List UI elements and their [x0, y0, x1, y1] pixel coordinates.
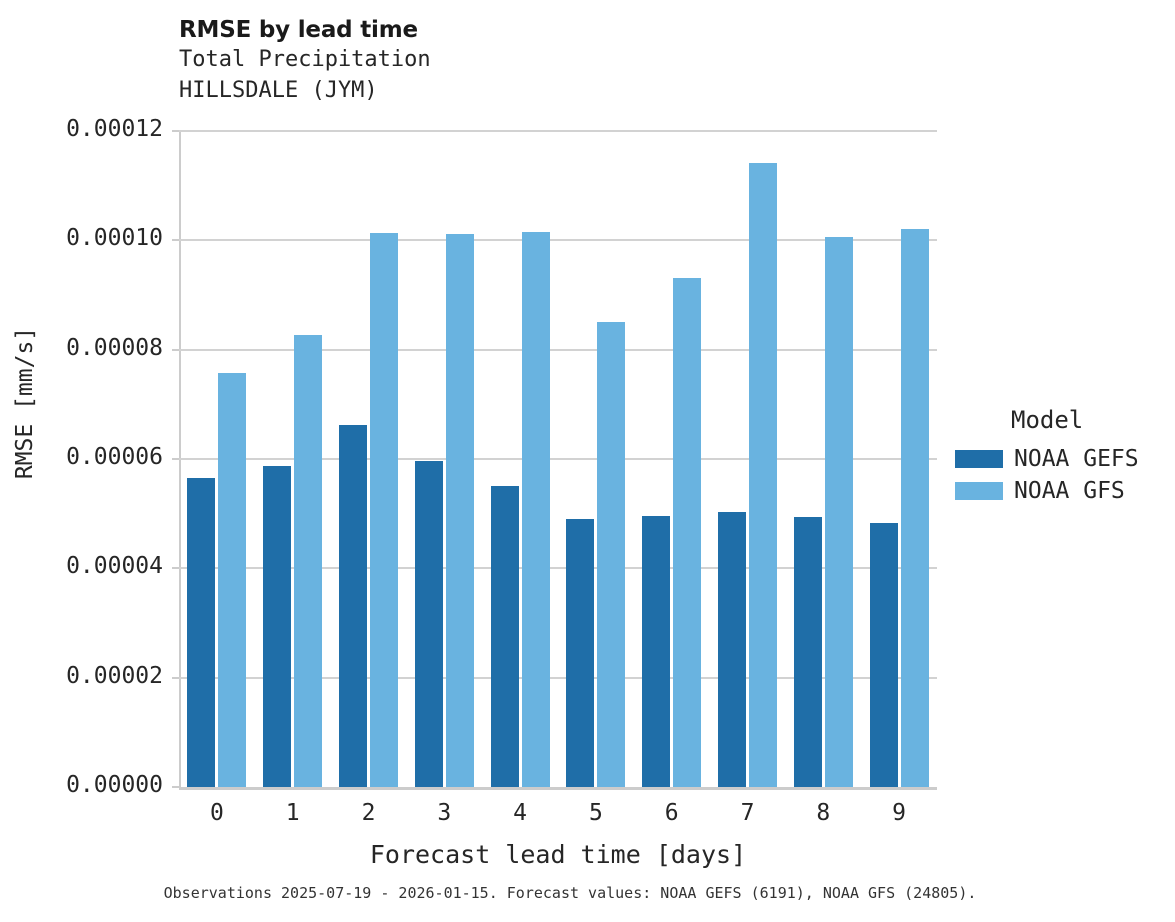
x-axis-tick-label-1: 1: [285, 800, 300, 826]
x-axis-title: Forecast lead time [days]: [369, 840, 747, 869]
y-axis-tick-label: 0.00004: [66, 553, 163, 580]
y-axis-tick-label: 0.00006: [66, 444, 163, 470]
y-axis-tick: [172, 786, 179, 788]
y-axis-tick-label: 0.00008: [66, 334, 163, 361]
x-axis-tick-labels: 0 1 2 3 4 5 6 7 8 9: [179, 800, 937, 834]
y-axis-tick: [172, 348, 179, 351]
y-axis-tick-label: 0.00002: [66, 662, 163, 689]
y-axis-tick-labels: 0.00000 0.00002 0.00004 0.00006 0.00008 0.000…: [0, 116, 163, 798]
legend-item-noaa-gfs[interactable]: NOAA GFS: [955, 476, 1175, 506]
y-axis-tick-label: 0.00000: [66, 772, 163, 798]
bar-noaa-gefs-lead-6[interactable]: [642, 515, 671, 787]
x-axis-tick-label-0: 0: [209, 800, 224, 826]
legend: Model NOAA GEFS NOAA GFS: [955, 406, 1175, 508]
bar-noaa-gfs-lead-0[interactable]: [218, 372, 247, 787]
x-axis-tick-label-4: 4: [513, 800, 528, 826]
x-axis-tick-label-2: 2: [361, 800, 376, 826]
x-axis-tick-label-6: 6: [664, 800, 679, 826]
bar-noaa-gfs-lead-6[interactable]: [673, 277, 702, 787]
x-axis-tick-label-3: 3: [437, 800, 452, 826]
gridline: [179, 348, 937, 351]
x-axis-tick-label-5: 5: [588, 800, 603, 826]
bar-noaa-gfs-lead-7[interactable]: [749, 163, 777, 787]
gridline: [179, 130, 937, 132]
legend-entries: NOAA GEFS NOAA GFS: [955, 444, 1175, 506]
bar-noaa-gefs-lead-3[interactable]: [414, 461, 443, 787]
x-axis-line: [179, 787, 937, 790]
y-axis-tick: [172, 458, 179, 460]
y-axis-title: RMSE [mm/s]: [12, 326, 38, 480]
bar-noaa-gefs-lead-9[interactable]: [869, 522, 898, 787]
x-axis-tick-label-8: 8: [816, 800, 831, 826]
y-axis-tick: [172, 239, 179, 242]
bar-noaa-gfs-lead-8[interactable]: [824, 236, 853, 787]
bar-noaa-gefs-lead-2[interactable]: [339, 424, 367, 787]
title-block: RMSE by lead time Total Precipitation HI…: [179, 16, 939, 106]
bar-noaa-gefs-lead-4[interactable]: [490, 485, 519, 787]
legend-item-label: NOAA GEFS: [1014, 446, 1139, 472]
page-title: RMSE by lead time: [179, 17, 418, 43]
y-axis-tick: [172, 567, 179, 570]
bar-noaa-gfs-lead-3[interactable]: [445, 233, 474, 787]
bar-noaa-gefs-lead-5[interactable]: [566, 518, 595, 787]
gridline: [179, 239, 937, 242]
bar-noaa-gfs-lead-1[interactable]: [294, 335, 323, 787]
x-axis-tick-label-9: 9: [892, 800, 907, 826]
bar-noaa-gfs-lead-2[interactable]: [370, 233, 398, 787]
gridline: [179, 676, 937, 679]
gridline: [179, 458, 937, 460]
bar-noaa-gfs-lead-4[interactable]: [521, 231, 550, 787]
bar-noaa-gefs-lead-8[interactable]: [793, 516, 822, 787]
gridline: [179, 567, 937, 570]
legend-title: Model: [1011, 406, 1084, 434]
legend-swatch-icon: [955, 482, 1003, 500]
y-axis-tick: [172, 130, 179, 132]
plot-area: [172, 130, 937, 790]
y-axis-tick-label: 0.00010: [66, 225, 163, 252]
legend-swatch-icon: [955, 450, 1003, 468]
y-axis-tick-label: 0.00012: [66, 116, 163, 142]
bar-noaa-gefs-lead-7[interactable]: [718, 512, 746, 787]
legend-item-label: NOAA GFS: [1014, 478, 1125, 504]
y-axis-tick: [172, 676, 179, 679]
x-axis-tick-label-7: 7: [740, 800, 755, 826]
legend-item-noaa-gefs[interactable]: NOAA GEFS: [955, 444, 1175, 474]
chart-subtitle-station: HILLSDALE (JYM): [179, 78, 378, 103]
bar-noaa-gfs-lead-5[interactable]: [597, 321, 626, 787]
bar-noaa-gefs-lead-0[interactable]: [187, 478, 216, 787]
chart-subtitle: Total Precipitation: [179, 47, 431, 72]
footer-caption: Observations 2025-07-19 - 2026-01-15. Fo…: [163, 884, 977, 902]
bar-noaa-gfs-lead-9[interactable]: [900, 228, 929, 787]
bar-noaa-gefs-lead-1[interactable]: [263, 465, 292, 787]
